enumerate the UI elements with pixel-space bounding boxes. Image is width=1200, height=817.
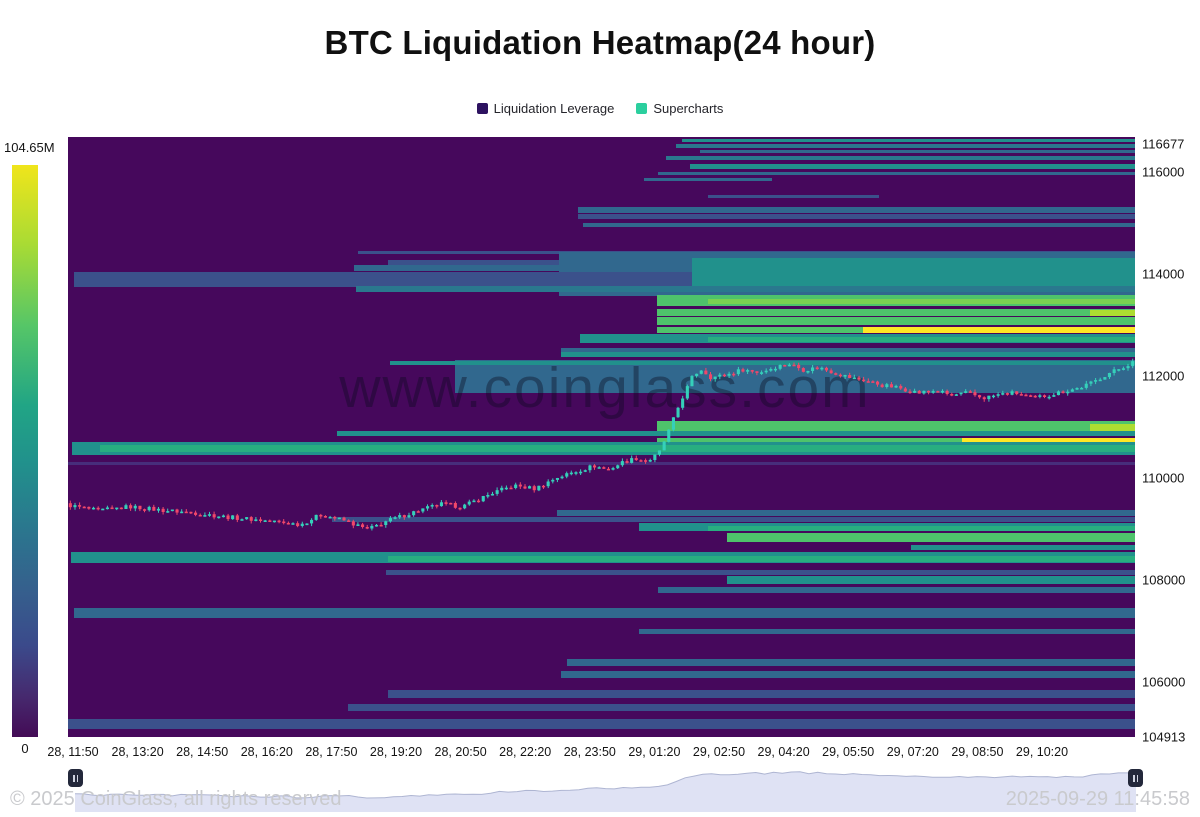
heatmap-band xyxy=(727,576,1135,584)
y-axis-label: 108000 xyxy=(1142,572,1186,588)
y-axis-label: 112000 xyxy=(1142,368,1185,384)
chart-legend: Liquidation Leverage Supercharts xyxy=(0,101,1200,116)
heatmap-band xyxy=(1090,309,1135,316)
x-axis-label: 28, 22:20 xyxy=(499,745,552,759)
heatmap-band xyxy=(962,438,1135,445)
heatmap-band xyxy=(583,223,1135,228)
heatmap-band xyxy=(727,532,1135,542)
navigator-area[interactable] xyxy=(0,760,1200,817)
x-axis-label: 28, 19:20 xyxy=(369,745,423,759)
heatmap-band xyxy=(68,718,1135,729)
heatmap-band xyxy=(356,286,1135,293)
heatmap-band xyxy=(656,308,1135,316)
price-candles-layer xyxy=(68,358,1135,531)
heatmap-band xyxy=(708,337,1135,343)
y-axis-label: 104913 xyxy=(1142,729,1186,745)
heatmap-band xyxy=(567,658,1135,666)
page-title: BTC Liquidation Heatmap(24 hour) xyxy=(324,24,876,61)
legend-item-supercharts[interactable]: Supercharts xyxy=(636,101,723,116)
heatmap-band xyxy=(578,207,1135,214)
heatmap-band xyxy=(560,347,1135,352)
heatmap-band xyxy=(665,156,1135,161)
copyright-text: © 2025 CoinGlass, all rights reserved xyxy=(10,788,342,810)
heatmap-band xyxy=(708,525,1135,531)
heatmap-band xyxy=(347,703,1135,711)
x-axis-label: 29, 05:50 xyxy=(822,745,875,759)
navigator-right-handle[interactable] xyxy=(1128,769,1143,787)
heatmap-band xyxy=(656,317,1135,326)
navigator-left-handle[interactable] xyxy=(68,769,83,787)
heatmap-band xyxy=(388,556,1135,563)
x-axis-label: 29, 08:50 xyxy=(951,745,1004,759)
y-axis-label: 110000 xyxy=(1142,470,1185,486)
x-axis-label: 28, 23:50 xyxy=(563,745,616,759)
timestamp-text: 2025-09-29 11:45:58 xyxy=(1005,788,1190,810)
heatmap-band xyxy=(74,607,1135,618)
heatmap-band xyxy=(68,461,1135,465)
x-axis-label: 29, 01:20 xyxy=(628,745,681,759)
colorbar-max-label: 104.65M xyxy=(4,140,55,155)
x-axis-label: 28, 20:50 xyxy=(434,745,487,759)
heatmap-band xyxy=(560,352,1135,358)
heatmap-band xyxy=(390,361,1135,366)
x-axis-label: 28, 17:50 xyxy=(305,745,358,759)
heatmap-band xyxy=(388,690,1135,699)
heatmap-plot-area[interactable]: www.coinglass.com xyxy=(68,137,1135,737)
x-axis-label: 28, 13:20 xyxy=(111,745,164,759)
heatmap-band xyxy=(1090,424,1135,432)
heatmap-band xyxy=(658,587,1135,593)
heatmap-band xyxy=(578,214,1135,220)
legend-item-label: Liquidation Leverage xyxy=(493,101,615,116)
x-axis-label: 29, 10:20 xyxy=(1015,745,1069,759)
heatmap-band xyxy=(644,178,773,182)
y-axis-label: 106000 xyxy=(1142,674,1186,690)
supercharts-swatch-icon xyxy=(636,103,648,114)
heatmap-band xyxy=(560,670,1135,678)
x-axis-label: 29, 04:20 xyxy=(757,745,810,759)
colorbar-gradient xyxy=(12,165,38,737)
y-axis-label: 116000 xyxy=(1142,164,1185,180)
heatmap-band xyxy=(638,629,1135,635)
colorbar-min-label: 0 xyxy=(21,741,29,756)
heatmap-band xyxy=(681,138,1135,142)
heatmap-band xyxy=(658,171,1135,175)
x-axis-label: 29, 02:50 xyxy=(692,745,746,759)
heatmap-band xyxy=(100,445,1135,453)
legend-item-label: Supercharts xyxy=(653,101,724,116)
heatmap-band xyxy=(656,420,1135,434)
y-axis-label: 116677 xyxy=(1142,136,1185,152)
heatmap-band xyxy=(708,299,1135,305)
heatmap-band xyxy=(708,194,879,198)
heatmap-band xyxy=(336,431,1135,437)
x-axis-label: 29, 07:20 xyxy=(886,745,939,759)
heatmap-band xyxy=(699,150,1135,154)
heatmap-band xyxy=(331,517,1135,523)
x-axis-label: 28, 14:50 xyxy=(176,745,229,759)
x-axis-label: 28, 16:20 xyxy=(240,745,293,759)
y-axis-label: 114000 xyxy=(1142,266,1185,282)
heatmap-band xyxy=(862,326,1135,333)
heatmap-band xyxy=(690,163,1135,169)
x-axis-label: 28, 11:50 xyxy=(47,745,99,759)
legend-item-liquidation-leverage[interactable]: Liquidation Leverage xyxy=(476,101,615,116)
heatmap-band xyxy=(385,569,1135,575)
heatmap-band xyxy=(656,438,1135,447)
liquidation-leverage-swatch-icon xyxy=(476,103,488,114)
heatmap-band xyxy=(910,544,1135,550)
heatmap-band xyxy=(556,509,1135,516)
heatmap-band xyxy=(676,143,1135,148)
heatmap-band xyxy=(692,258,1135,286)
